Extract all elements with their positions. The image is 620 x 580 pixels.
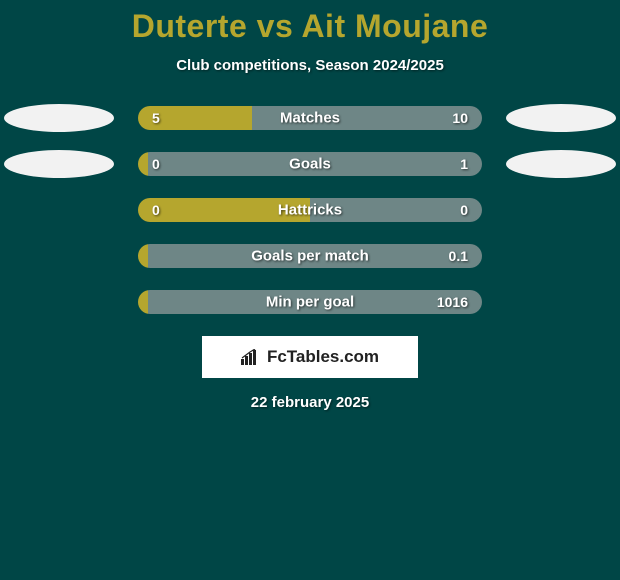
stat-value-right: 1	[460, 156, 468, 172]
stat-value-right: 0	[460, 202, 468, 218]
stat-value-right: 0.1	[449, 248, 468, 264]
player-right-ellipse	[506, 104, 616, 132]
stat-value-right: 10	[452, 110, 468, 126]
stat-bar: 0.1 Goals per match	[138, 244, 482, 268]
stat-bar-left	[138, 152, 148, 176]
stat-row: 0 1 Goals	[0, 152, 620, 176]
stat-value-left: 0	[152, 202, 160, 218]
stat-bar-left	[138, 244, 148, 268]
player-left-ellipse	[4, 104, 114, 132]
date-text: 22 february 2025	[0, 394, 620, 411]
player-left-ellipse	[4, 150, 114, 178]
page-title: Duterte vs Ait Moujane	[0, 8, 620, 45]
comparison-infographic: Duterte vs Ait Moujane Club competitions…	[0, 0, 620, 411]
stat-label: Hattricks	[278, 202, 342, 219]
stat-bar: 1016 Min per goal	[138, 290, 482, 314]
stat-label: Goals per match	[251, 248, 369, 265]
stat-rows: 5 10 Matches 0 1 Goals 0 0 Hattricks 0.1 Goals per…	[0, 106, 620, 314]
stat-row: 0 0 Hattricks	[0, 198, 620, 222]
stat-row: 0.1 Goals per match	[0, 244, 620, 268]
stat-row: 5 10 Matches	[0, 106, 620, 130]
stat-value-left: 0	[152, 156, 160, 172]
bar-chart-icon	[241, 349, 261, 365]
stat-row: 1016 Min per goal	[0, 290, 620, 314]
brand-badge: FcTables.com	[202, 336, 418, 378]
subtitle: Club competitions, Season 2024/2025	[0, 57, 620, 74]
player-right-ellipse	[506, 150, 616, 178]
stat-value-left: 5	[152, 110, 160, 126]
brand-text: FcTables.com	[267, 347, 379, 367]
stat-bar: 0 1 Goals	[138, 152, 482, 176]
stat-bar-left	[138, 290, 148, 314]
stat-label: Matches	[280, 110, 340, 127]
stat-bar: 5 10 Matches	[138, 106, 482, 130]
stat-bar: 0 0 Hattricks	[138, 198, 482, 222]
stat-label: Min per goal	[266, 294, 354, 311]
stat-label: Goals	[289, 156, 331, 173]
stat-value-right: 1016	[437, 294, 468, 310]
